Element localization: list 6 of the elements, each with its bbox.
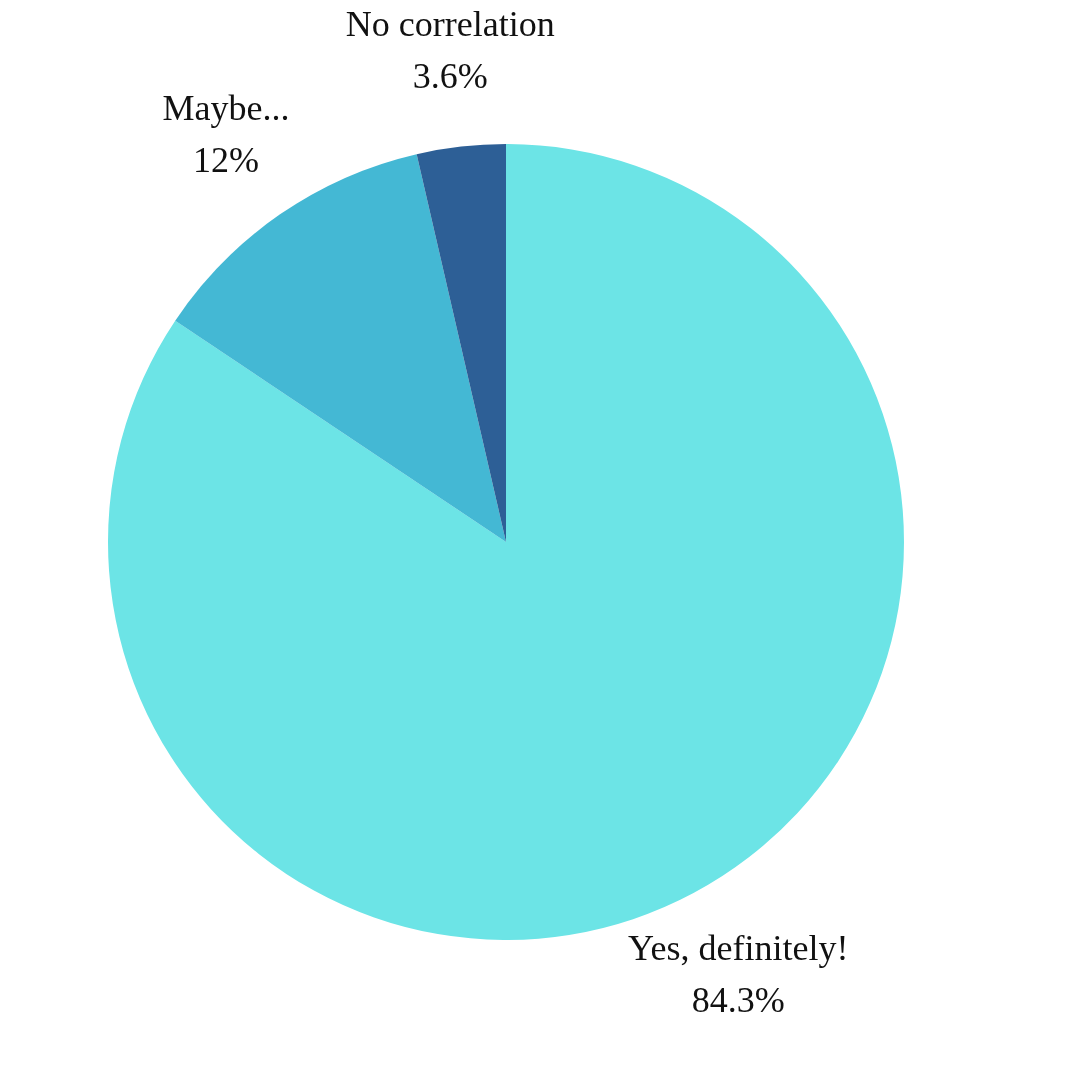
slice-label: Maybe...: [162, 87, 290, 128]
data-label: 84.3%: [691, 980, 785, 1021]
slice-label: Yes, definitely!: [628, 928, 849, 969]
data-label: 3.6%: [412, 55, 488, 96]
data-label: 12%: [193, 139, 260, 180]
slice-label: No correlation: [345, 3, 555, 44]
